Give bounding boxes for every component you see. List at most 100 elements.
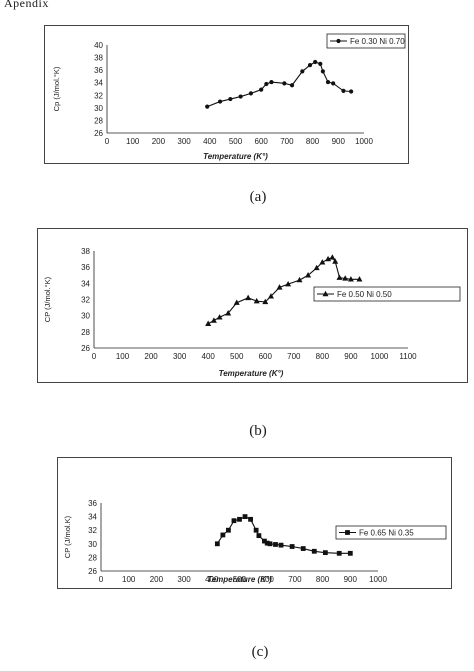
- x-tick-label: 300: [177, 137, 191, 146]
- legend-label: Fe 0.30 Ni 0.70: [350, 37, 405, 46]
- data-point: [237, 516, 242, 522]
- x-tick-label: 800: [306, 137, 320, 146]
- x-tick-label: 900: [332, 137, 346, 146]
- data-point: [300, 69, 305, 74]
- y-axis-label: Cp (J/mol.°K): [52, 66, 61, 111]
- legend-label: Fe 0.65 Ni 0.35: [359, 529, 414, 538]
- data-point: [220, 532, 226, 538]
- x-axis-label: Temperature (K°): [219, 369, 284, 378]
- x-tick-label: 0: [92, 352, 97, 361]
- x-axis-label: Temperature (K°): [203, 152, 268, 161]
- data-point: [289, 83, 295, 88]
- x-tick-label: 600: [255, 137, 269, 146]
- data-point: [256, 533, 262, 539]
- y-tick-label: 34: [94, 79, 103, 88]
- data-point: [233, 299, 240, 305]
- data-point: [242, 514, 248, 519]
- x-tick-label: 1000: [355, 137, 373, 146]
- x-axis-label: Temperature (K°): [207, 575, 272, 584]
- chart-svg: 26 28 30 32 34 36 0 100 200 300 400 500 600 700 800 900…: [63, 499, 447, 584]
- y-tick-label: 30: [81, 312, 90, 321]
- y-tick-label: 38: [94, 54, 103, 63]
- chart-svg: 26 28 30 32 34 36 38 0 100 200 300 400 500 600 700 800 9…: [43, 247, 461, 378]
- data-point: [248, 516, 253, 522]
- data-point: [205, 320, 212, 326]
- legend-marker: [336, 38, 341, 44]
- y-tick-label: 34: [88, 513, 97, 522]
- y-tick-label: 26: [88, 567, 97, 576]
- data-point: [296, 276, 303, 283]
- caption-a: (a): [249, 189, 267, 205]
- data-point: [347, 276, 354, 282]
- legend-box: [326, 33, 406, 49]
- data-point: [262, 298, 269, 305]
- data-point: [285, 280, 292, 287]
- y-tick-label: 26: [94, 129, 103, 138]
- caption-c: (c): [251, 644, 269, 660]
- x-tick-label: 200: [144, 352, 158, 361]
- chart-panel-a: 26 28 30 32 34 36 38 40 0 100 200 300 400 500 600 700 80…: [44, 25, 409, 164]
- caption-b: (b): [249, 423, 267, 439]
- data-point: [245, 294, 252, 301]
- legend-box: [335, 525, 447, 540]
- legend-box: [313, 286, 461, 302]
- data-point: [313, 59, 318, 65]
- data-point: [264, 540, 270, 546]
- y-tick-label: 40: [94, 41, 103, 50]
- x-tick-label: 900: [344, 352, 358, 361]
- x-tick-label: 800: [316, 575, 330, 584]
- data-point: [273, 542, 278, 547]
- chart-panel-c: 26 28 30 32 34 36 0 100 200 300 400 500 600 700 800 900…: [57, 457, 452, 589]
- data-point: [332, 258, 339, 264]
- y-axis-label: CP (J/mol.°K): [43, 276, 52, 322]
- data-point: [319, 259, 326, 265]
- x-tick-label: 700: [288, 575, 302, 584]
- x-tick-label: 700: [287, 352, 301, 361]
- data-point: [225, 310, 232, 316]
- data-point: [342, 275, 349, 281]
- data-point: [267, 293, 274, 299]
- data-point: [269, 79, 274, 85]
- series-line: [207, 256, 360, 325]
- x-tick-label: 0: [105, 137, 110, 146]
- data-point: [205, 104, 210, 109]
- x-tick-label: 400: [203, 137, 217, 146]
- y-tick-label: 32: [88, 526, 97, 535]
- data-point: [336, 274, 343, 280]
- data-point: [336, 550, 342, 556]
- legend-marker: [345, 530, 350, 535]
- data-point: [214, 541, 220, 547]
- x-tick-label: 500: [233, 575, 247, 584]
- data-point: [349, 89, 354, 94]
- x-tick-label: 500: [229, 137, 243, 146]
- y-tick-label: 36: [81, 263, 90, 272]
- data-point: [276, 284, 283, 290]
- legend-label: Fe 0.50 Ni 0.50: [337, 290, 392, 299]
- y-tick-label: 28: [88, 553, 97, 562]
- data-point: [311, 548, 317, 554]
- data-point: [313, 264, 320, 271]
- data-point: [325, 79, 331, 85]
- data-point: [305, 272, 312, 278]
- data-point: [210, 317, 217, 323]
- y-tick-label: 34: [81, 279, 90, 288]
- data-point: [289, 544, 295, 549]
- y-axis-label: CP (J/mol.K): [63, 515, 72, 558]
- x-tick-label: 100: [122, 575, 136, 584]
- x-tick-label: 300: [177, 575, 191, 584]
- series-line: [216, 515, 351, 554]
- data-point: [226, 527, 231, 533]
- data-point: [307, 63, 313, 68]
- x-tick-label: 300: [173, 352, 187, 361]
- y-tick-label: 28: [81, 328, 90, 337]
- data-point: [248, 91, 254, 96]
- x-tick-label: 600: [261, 575, 275, 584]
- x-tick-label: 100: [116, 352, 130, 361]
- data-point: [264, 81, 269, 87]
- x-tick-label: 100: [126, 137, 140, 146]
- x-tick-label: 1100: [399, 352, 417, 361]
- y-tick-label: 38: [81, 247, 90, 256]
- data-point: [238, 94, 243, 99]
- data-point: [318, 61, 323, 66]
